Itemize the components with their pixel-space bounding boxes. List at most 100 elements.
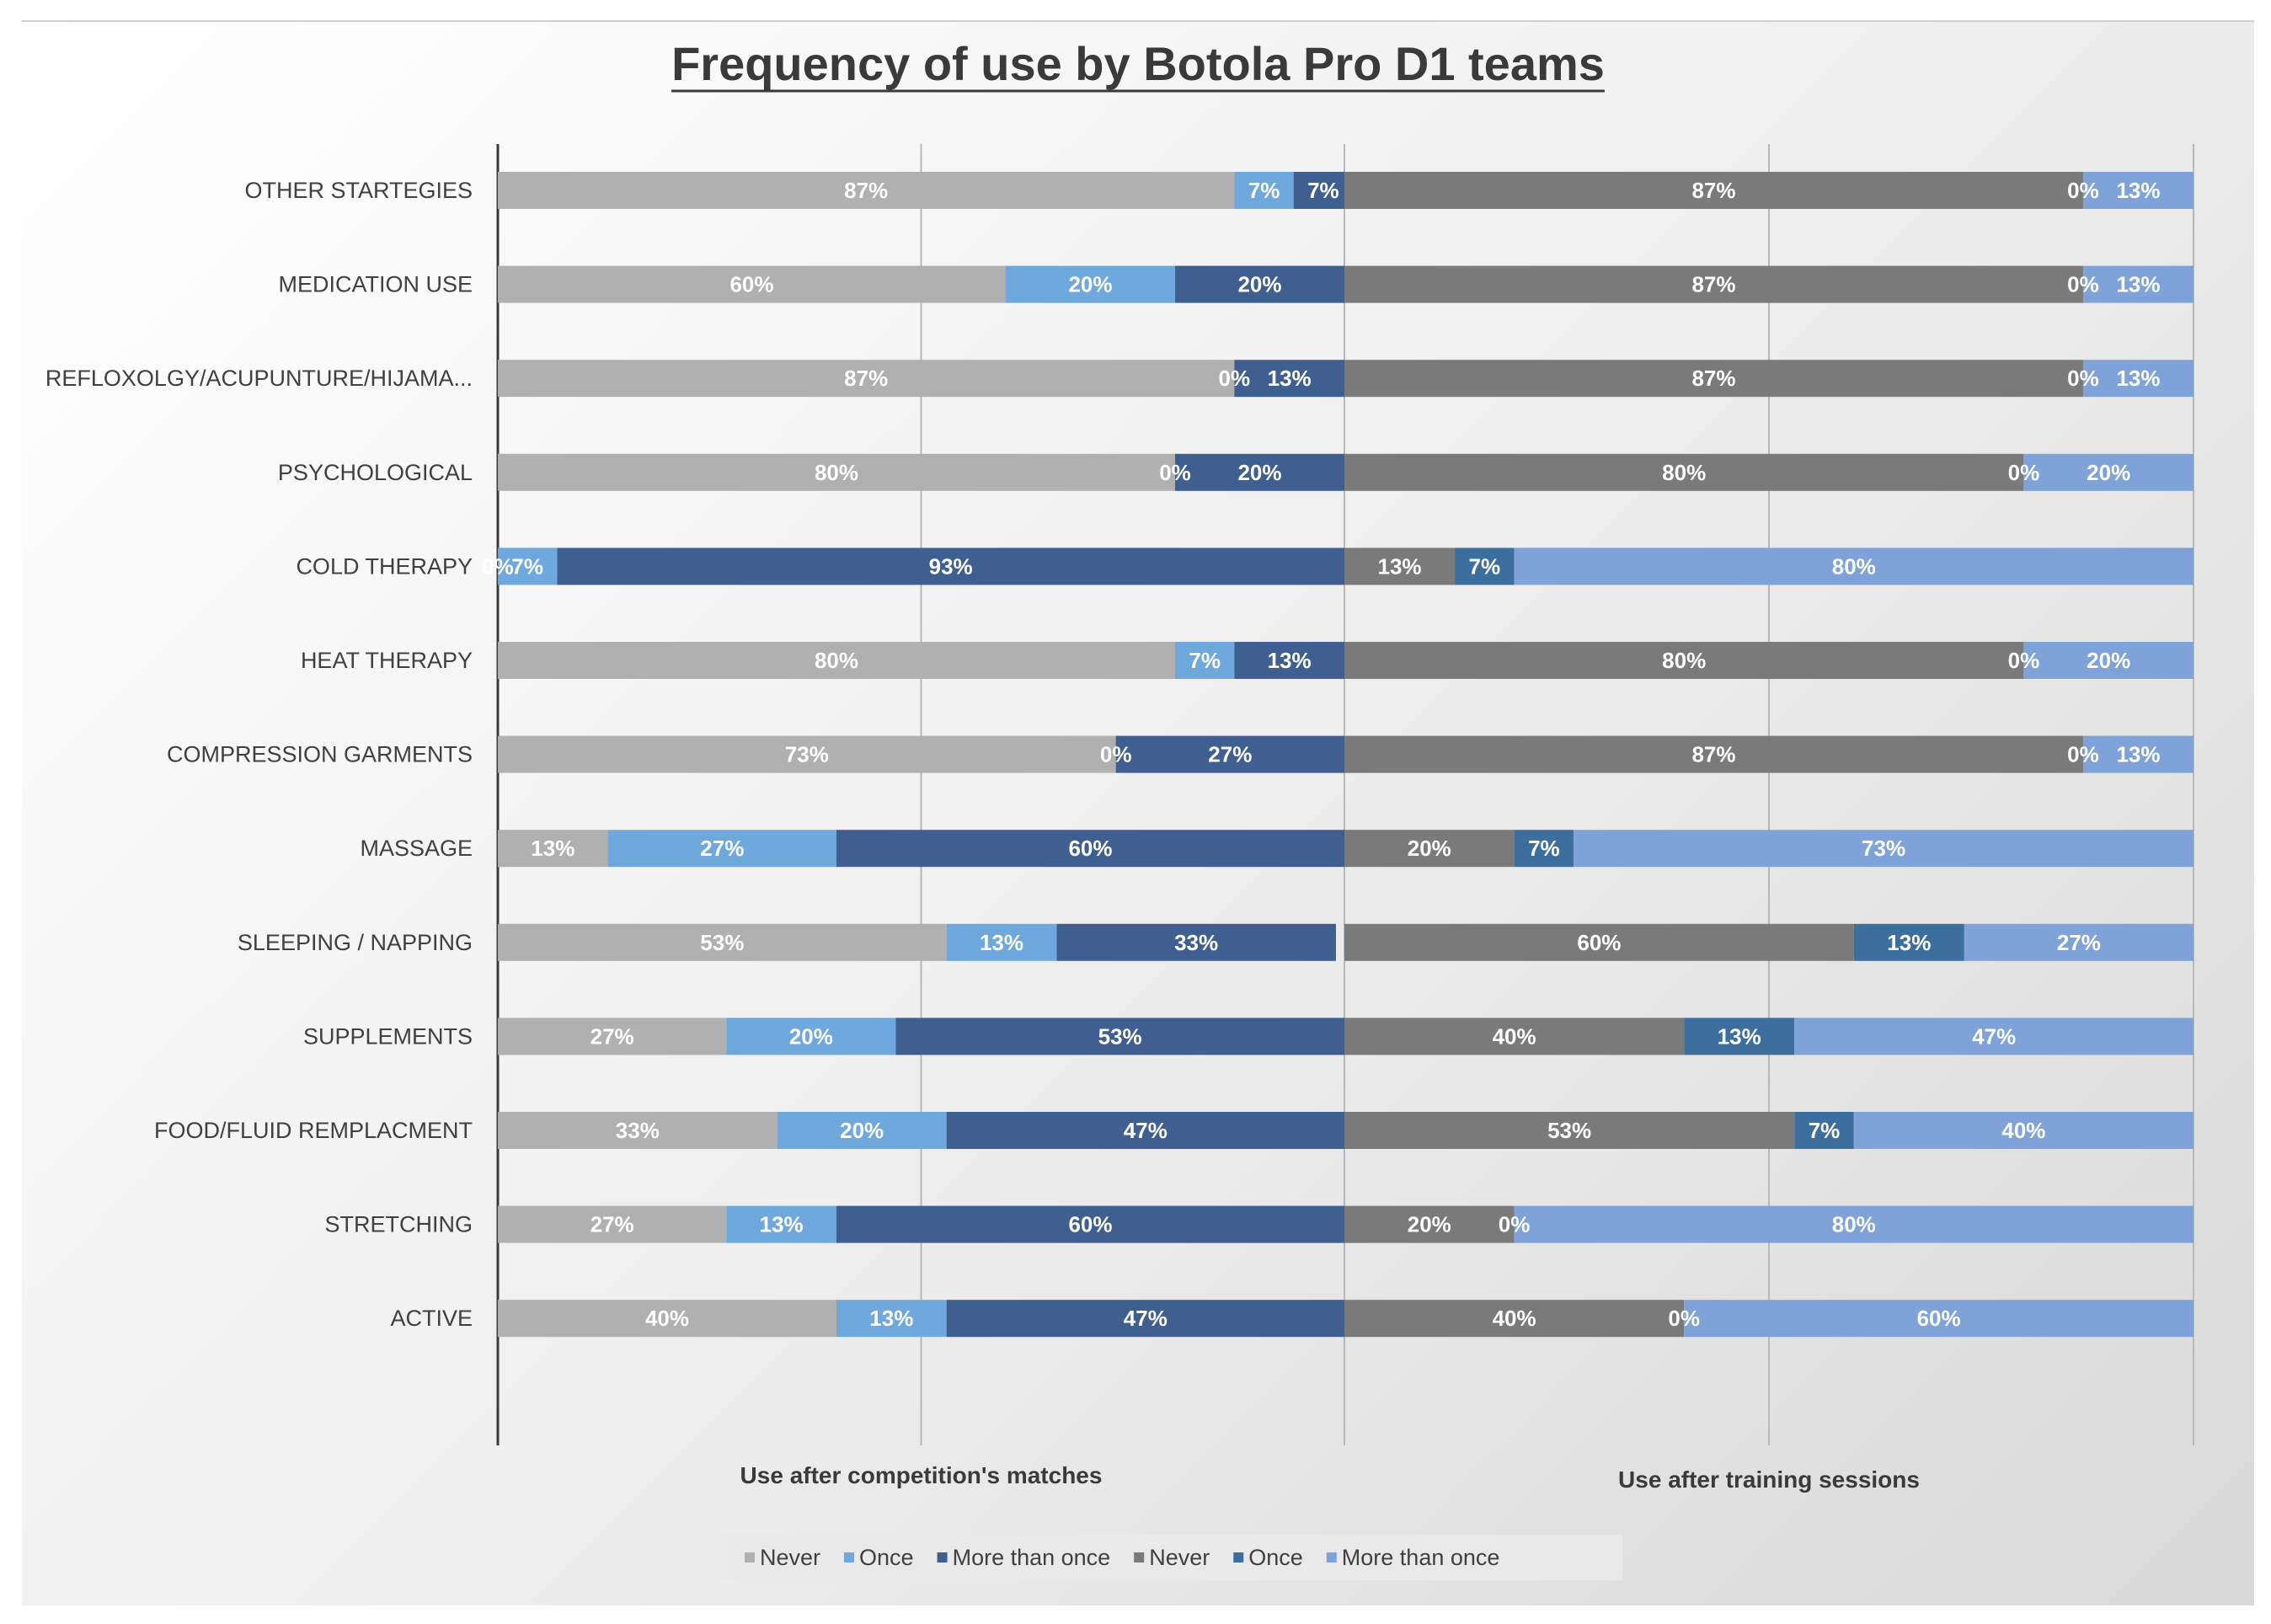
bar-other-startegies-training-never [1344,172,2083,209]
section-labels: Use after competition's matches Use after… [740,1462,1920,1493]
data-label-psychological-training-once: 0% [2008,460,2040,485]
data-label-cold-therapy-match-more-than-once: 93% [929,553,973,579]
bar-stretching-training-never [1344,1205,1515,1243]
chart-frame: Frequency of use by Botola Pro D1 teams … [22,20,2254,1605]
data-label-refloxolgy-acupunture-hijama-match-once: 0% [1219,366,1251,391]
data-label-heat-therapy-match-more-than-once: 13% [1268,648,1312,673]
legend-label-training-more-than-once: More than once [1342,1545,1500,1570]
data-label-supplements-training-never: 40% [1493,1023,1536,1049]
bar-other-startegies-match-once [1234,172,1294,209]
bar-medication-use-training-more-than-once [2082,265,2194,303]
bar-sleeping-napping-training-more-than-once [1964,923,2194,961]
data-label-supplements-training-more-than-once: 47% [1972,1023,2016,1049]
category-label-food-fluid-remplacment: FOOD/FLUID REMPLACMENT [154,1118,473,1143]
bar-stretching-match-once [726,1205,836,1243]
data-label-refloxolgy-acupunture-hijama-match-never: 87% [844,366,888,391]
bar-sleeping-napping-match-more-than-once [1056,923,1336,961]
bar-psychological-training-more-than-once [2023,453,2194,491]
legend-label-training-once: Once [1248,1545,1303,1570]
bar-other-startegies-training-more-than-once [2082,172,2194,209]
data-label-heat-therapy-training-never: 80% [1662,648,1706,673]
data-label-massage-training-never: 20% [1408,836,1451,861]
bar-stretching-match-more-than-once [836,1205,1344,1243]
section-label-matches: Use after competition's matches [740,1462,1103,1488]
data-label-massage-training-more-than-once: 73% [1862,836,1905,861]
bar-medication-use-match-once [1006,265,1175,303]
legend-label-match-more-than-once: More than once [953,1545,1111,1570]
data-label-other-startegies-match-once: 7% [1248,178,1280,203]
data-label-compression-garments-training-more-than-once: 13% [2116,742,2160,767]
category-label-supplements: SUPPLEMENTS [303,1023,473,1049]
bar-massage-match-never [498,830,608,868]
bar-compression-garments-training-never [1344,735,2083,773]
data-label-sleeping-napping-match-never: 53% [700,930,744,955]
data-label-active-match-once: 13% [869,1306,913,1331]
data-label-massage-match-once: 27% [700,836,744,861]
bar-food-fluid-remplacment-training-once [1794,1112,1854,1149]
bar-active-training-more-than-once [1684,1300,2194,1338]
bar-refloxolgy-acupunture-hijama-match-more-than-once [1234,360,1344,398]
category-label-compression-garments: COMPRESSION GARMENTS [167,742,473,767]
data-label-supplements-match-never: 27% [590,1023,634,1049]
gridlines [496,144,2194,1445]
data-label-sleeping-napping-training-never: 60% [1577,930,1621,955]
data-label-other-startegies-match-never: 87% [844,178,888,203]
data-label-active-match-never: 40% [645,1306,689,1331]
bar-heat-therapy-match-once [1175,642,1235,679]
bar-medication-use-match-more-than-once [1175,265,1344,303]
category-label-other-startegies: OTHER STARTEGIES [244,178,473,203]
bar-food-fluid-remplacment-match-never [498,1112,777,1149]
data-label-heat-therapy-match-never: 80% [815,648,858,673]
bar-active-match-more-than-once [946,1300,1344,1338]
category-label-active: ACTIVE [390,1306,473,1331]
bar-supplements-training-more-than-once [1794,1018,2194,1055]
bar-supplements-training-once [1684,1018,1795,1055]
bar-refloxolgy-acupunture-hijama-match-never [498,360,1235,398]
data-label-medication-use-training-more-than-once: 13% [2116,272,2160,297]
bar-massage-training-never [1344,830,1515,868]
data-label-supplements-match-once: 20% [789,1023,833,1049]
data-label-massage-match-more-than-once: 60% [1068,836,1112,861]
data-label-stretching-match-once: 13% [760,1212,804,1237]
data-label-sleeping-napping-training-once: 13% [1887,930,1931,955]
data-label-active-training-never: 40% [1493,1306,1536,1331]
bar-medication-use-match-never [498,265,1006,303]
bar-refloxolgy-acupunture-hijama-training-more-than-once [2082,360,2194,398]
bar-stretching-training-more-than-once [1514,1205,2194,1243]
bar-food-fluid-remplacment-match-more-than-once [946,1112,1344,1149]
bar-food-fluid-remplacment-match-once [777,1112,947,1149]
data-label-cold-therapy-training-once: 7% [1469,553,1501,579]
bars [498,172,2194,1338]
data-label-food-fluid-remplacment-match-once: 20% [840,1118,884,1143]
bar-active-training-never [1344,1300,1685,1338]
legend-swatch-training-never [1134,1552,1145,1563]
data-label-stretching-match-more-than-once: 60% [1068,1212,1112,1237]
bar-compression-garments-training-more-than-once [2082,735,2194,773]
data-label-medication-use-match-once: 20% [1068,272,1112,297]
bar-heat-therapy-training-never [1344,642,2024,679]
legend-label-training-never: Never [1149,1545,1210,1570]
category-label-stretching: STRETCHING [325,1212,473,1237]
section-label-training: Use after training sessions [1618,1466,1920,1493]
bar-other-startegies-match-never [498,172,1235,209]
data-label-psychological-training-more-than-once: 20% [2087,460,2130,485]
bar-supplements-match-once [726,1018,896,1055]
bar-active-match-never [498,1300,836,1338]
data-label-refloxolgy-acupunture-hijama-training-once: 0% [2067,366,2099,391]
data-label-heat-therapy-training-once: 0% [2008,648,2040,673]
data-label-active-training-once: 0% [1668,1306,1700,1331]
legend-label-match-never: Never [760,1545,820,1570]
data-label-cold-therapy-match-never: 0% [482,553,514,579]
bar-sleeping-napping-match-never [498,923,947,961]
data-label-refloxolgy-acupunture-hijama-match-more-than-once: 13% [1268,366,1312,391]
data-label-psychological-training-never: 80% [1662,460,1706,485]
data-label-other-startegies-training-never: 87% [1691,178,1735,203]
data-label-sleeping-napping-match-once: 13% [980,930,1023,955]
data-label-other-startegies-training-more-than-once: 13% [2116,178,2160,203]
data-label-food-fluid-remplacment-training-never: 53% [1547,1118,1591,1143]
bar-sleeping-napping-match-once [946,923,1057,961]
data-label-cold-therapy-training-never: 13% [1377,553,1421,579]
data-label-medication-use-training-once: 0% [2067,272,2099,297]
data-label-compression-garments-match-once: 0% [1100,742,1132,767]
legend-swatch-training-more-than-once [1326,1552,1337,1563]
